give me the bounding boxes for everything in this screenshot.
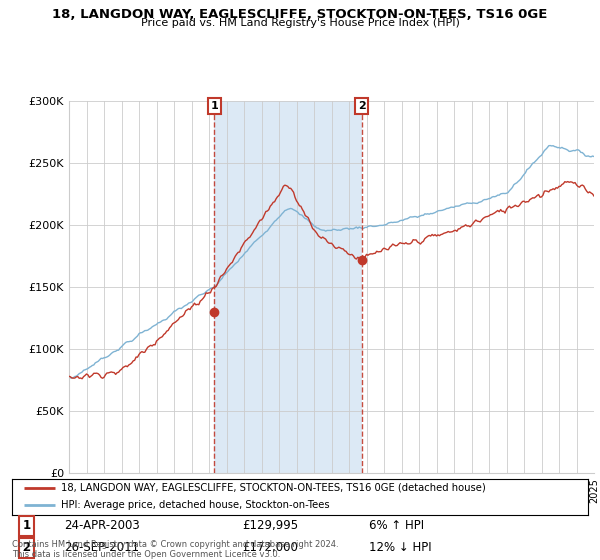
Text: £129,995: £129,995 — [242, 520, 299, 533]
Text: 18, LANGDON WAY, EAGLESCLIFFE, STOCKTON-ON-TEES, TS16 0GE (detached house): 18, LANGDON WAY, EAGLESCLIFFE, STOCKTON-… — [61, 483, 486, 493]
Text: 26-SEP-2011: 26-SEP-2011 — [64, 542, 139, 554]
Text: 6% ↑ HPI: 6% ↑ HPI — [369, 520, 424, 533]
Text: 12% ↓ HPI: 12% ↓ HPI — [369, 542, 432, 554]
Text: 2: 2 — [22, 542, 31, 554]
Text: £172,000: £172,000 — [242, 542, 298, 554]
Text: 18, LANGDON WAY, EAGLESCLIFFE, STOCKTON-ON-TEES, TS16 0GE: 18, LANGDON WAY, EAGLESCLIFFE, STOCKTON-… — [52, 8, 548, 21]
Text: 1: 1 — [211, 101, 218, 111]
Text: 1: 1 — [22, 520, 31, 533]
Text: 24-APR-2003: 24-APR-2003 — [64, 520, 140, 533]
Text: Contains HM Land Registry data © Crown copyright and database right 2024.
This d: Contains HM Land Registry data © Crown c… — [12, 540, 338, 559]
Text: HPI: Average price, detached house, Stockton-on-Tees: HPI: Average price, detached house, Stoc… — [61, 500, 329, 510]
Text: 2: 2 — [358, 101, 365, 111]
Text: Price paid vs. HM Land Registry's House Price Index (HPI): Price paid vs. HM Land Registry's House … — [140, 18, 460, 29]
Bar — [214, 101, 362, 473]
